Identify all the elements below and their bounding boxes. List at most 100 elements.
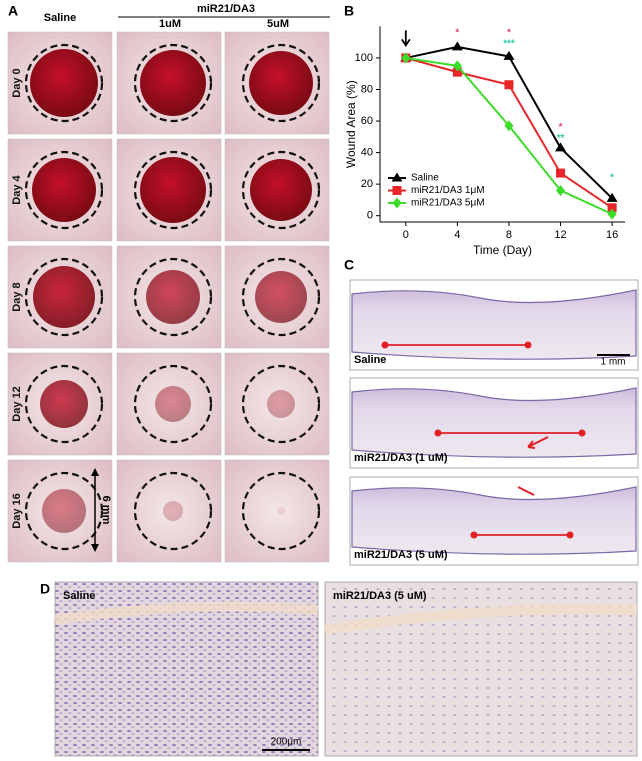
wound-outline: [241, 150, 321, 230]
wound: [155, 386, 191, 422]
marker: [392, 186, 402, 195]
legend-label: Saline: [411, 173, 439, 184]
x-tick-label: 0: [403, 229, 409, 241]
significance: *: [507, 27, 511, 38]
x-tick-label: 4: [454, 229, 460, 241]
y-tick-label: 0: [367, 210, 373, 222]
x-tick-label: 16: [606, 229, 618, 241]
marker: [503, 50, 515, 60]
wound-outline: [24, 150, 104, 230]
wound-outline: [241, 364, 321, 444]
panel-c-label: Saline: [354, 354, 386, 366]
y-tick-label: 80: [361, 83, 373, 95]
marker: [555, 142, 567, 152]
collagen: [324, 604, 638, 635]
wound-outline: [133, 150, 213, 230]
chart: 0 20 40 60 80 100 0 4 8 12 16 Time (Day) Wound Area …: [344, 26, 625, 257]
wound-outline: [24, 364, 104, 444]
legend-label: miR21/DA3 5μM: [411, 198, 485, 209]
significance: *: [559, 122, 563, 133]
panel-label: B: [344, 3, 354, 19]
scale-label: 200μm: [271, 737, 302, 748]
x-tick-label: 8: [506, 229, 512, 241]
wound-outline: [24, 257, 104, 337]
significance: ***: [503, 38, 515, 49]
wound: [146, 270, 200, 324]
wound-outline: [133, 257, 213, 337]
significance: **: [557, 133, 565, 144]
wound-outline: [133, 43, 213, 123]
column-header: 5uM: [267, 18, 289, 30]
significance: *: [610, 172, 614, 183]
panel-a: Saline 1uM 5uM Day 0 Day 4 Day 8 Day 12 Day 16 6…: [7, 12, 330, 563]
red-arrow: [527, 436, 549, 449]
marker: [607, 203, 617, 213]
row-label: Day 0: [11, 68, 23, 97]
wound: [42, 489, 86, 533]
wound-outline: [241, 43, 321, 123]
y-tick-label: 60: [361, 115, 373, 127]
legend-label: miR21/DA3 1μM: [411, 185, 485, 196]
column-header: Saline: [44, 12, 76, 24]
panel-d: Saline miR21/DA3 (5 uM) 200μm: [54, 581, 638, 757]
wound-outline: [133, 471, 213, 551]
y-axis-label: Wound Area (%): [344, 80, 358, 168]
group-header: miR21/DA3: [197, 3, 255, 15]
measure-end: [434, 429, 442, 437]
measure-end: [578, 429, 586, 437]
tissue: [351, 289, 637, 360]
y-tick-label: 100: [355, 52, 373, 64]
marker: [606, 192, 618, 202]
marker: [556, 184, 566, 196]
wound: [30, 49, 98, 117]
x-axis-label: Time (Day): [473, 243, 532, 257]
marker: [401, 52, 411, 64]
tissue: [351, 486, 637, 555]
marker: [451, 41, 463, 51]
x-tick-label: 12: [554, 229, 566, 241]
marker: [504, 120, 514, 132]
wound: [267, 390, 295, 418]
measure-end: [566, 531, 574, 539]
significance: *: [455, 27, 459, 38]
marker: [607, 208, 617, 220]
red-arrow: [517, 486, 535, 496]
panel-label: A: [8, 3, 18, 19]
panel-label: D: [40, 581, 50, 597]
wound-outline: [241, 257, 321, 337]
measure-end: [470, 531, 478, 539]
scale-label: 6 mm: [100, 496, 112, 525]
marker: [452, 60, 462, 72]
wound: [163, 501, 183, 521]
wound-outline: [241, 471, 321, 551]
row-label: Day 16: [11, 493, 23, 528]
panel-d-label: Saline: [63, 590, 95, 602]
collagen: [54, 601, 319, 625]
y-tick-label: 20: [361, 178, 373, 190]
row-label: Day 8: [11, 282, 23, 311]
panel-d-label: miR21/DA3 (5 uM): [333, 590, 427, 602]
wound: [250, 159, 312, 221]
marker: [556, 168, 566, 178]
wound-outline: [24, 471, 104, 551]
wound-outline: [24, 43, 104, 123]
wound-outline: [133, 364, 213, 444]
panel-label: C: [344, 257, 354, 273]
tissue: [351, 387, 637, 458]
time-arrow: [401, 30, 411, 48]
wound: [140, 157, 206, 223]
y-tick-label: 40: [361, 146, 373, 158]
marker: [504, 80, 514, 90]
panel-c: Saline miR21/DA3 (1 uM) miR21/DA3 (5 uM) 1 …: [349, 279, 639, 566]
wound: [32, 158, 96, 222]
column-header: 1uM: [159, 18, 181, 30]
measure-end: [381, 341, 389, 349]
wound: [40, 380, 88, 428]
row-label: Day 12: [11, 386, 23, 421]
panel-c-label: miR21/DA3 (1 uM): [354, 452, 448, 464]
wound: [140, 50, 206, 116]
marker: [391, 172, 403, 182]
row-label: Day 4: [11, 174, 23, 204]
measure-end: [524, 341, 532, 349]
